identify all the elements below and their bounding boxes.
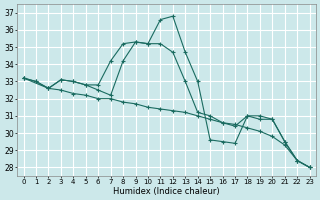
X-axis label: Humidex (Indice chaleur): Humidex (Indice chaleur) [113,187,220,196]
